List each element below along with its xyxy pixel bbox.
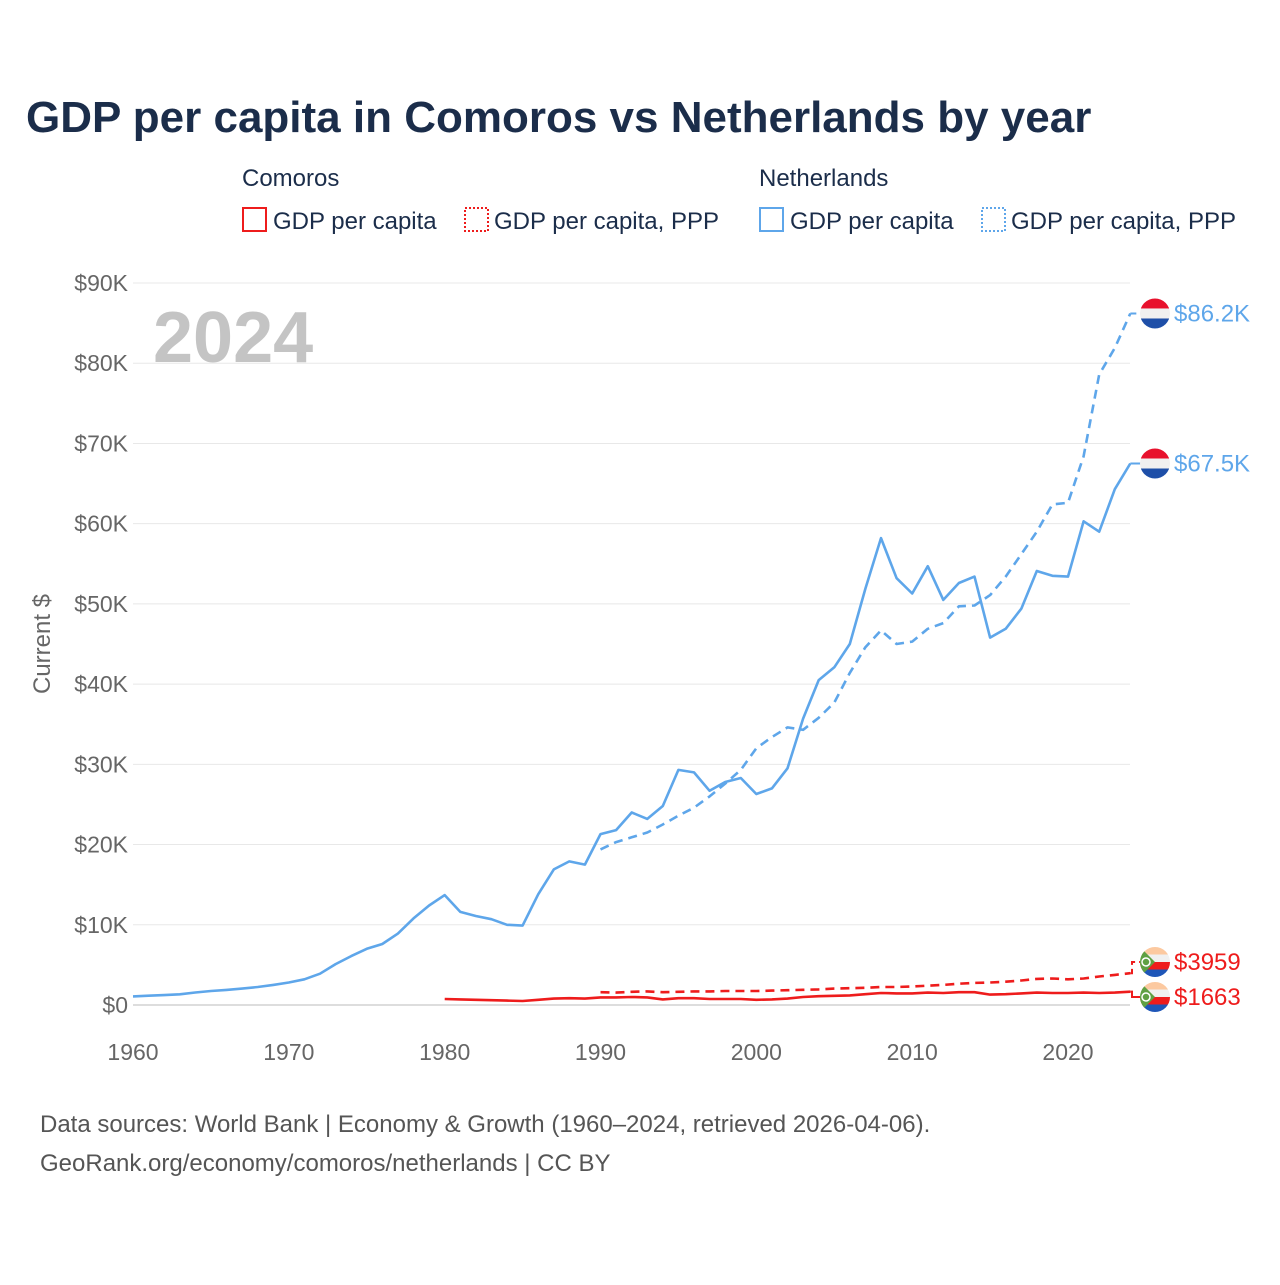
series-line-netherlands-gdp-per-capita-ppp xyxy=(599,312,1132,851)
x-axis: 1960 1970 1980 1990 2000 2010 2020 xyxy=(107,1039,1093,1065)
y-tick-label: $0 xyxy=(102,992,128,1018)
flag-crescent xyxy=(1141,957,1151,967)
y-tick-label: $90K xyxy=(74,270,128,296)
y-tick-label: $60K xyxy=(74,511,128,537)
y-tick-label: $30K xyxy=(74,751,128,777)
flag-stripe xyxy=(1140,997,1170,1005)
flag-stripe xyxy=(1140,1004,1170,1012)
flag-stripe xyxy=(1140,982,1170,990)
y-tick-label: $80K xyxy=(74,350,128,376)
legend-swatch-solid xyxy=(759,207,784,232)
legend-item[interactable]: GDP per capita, PPP xyxy=(494,208,719,235)
x-tick-label: 1960 xyxy=(107,1039,158,1065)
y-tick-label: $20K xyxy=(74,832,128,858)
end-value-label: $3959 xyxy=(1174,949,1241,976)
flag-stripe xyxy=(1140,318,1170,329)
y-tick-label: $50K xyxy=(74,591,128,617)
legend: Comoros GDP per capita GDP per capita, P… xyxy=(242,165,1236,235)
flag-triangle xyxy=(1140,982,1155,1012)
label-connector xyxy=(1130,990,1140,998)
end-labels: $67.5K $86.2K $1663 $3959 xyxy=(1130,298,1250,1012)
y-axis-label: Current $ xyxy=(29,594,56,694)
comoros-flag-icon xyxy=(1140,947,1170,977)
grid xyxy=(133,282,1130,1006)
x-tick-label: 1980 xyxy=(419,1039,470,1065)
x-tick-label: 1990 xyxy=(575,1039,626,1065)
legend-group-comoros: Comoros xyxy=(242,165,339,192)
source-note: Data sources: World Bank | Economy & Gro… xyxy=(40,1111,930,1138)
chart-title: GDP per capita in Comoros vs Netherlands… xyxy=(26,93,1091,142)
x-tick-label: 1970 xyxy=(263,1039,314,1065)
series-line-comoros-gdp-per-capita-ppp xyxy=(600,971,1131,994)
flag-stripe xyxy=(1140,448,1170,459)
flag-stripe xyxy=(1140,468,1170,479)
legend-group-netherlands: Netherlands xyxy=(759,165,888,192)
y-tick-label: $40K xyxy=(74,671,128,697)
series-lines xyxy=(132,312,1132,1003)
legend-item[interactable]: GDP per capita, PPP xyxy=(1011,208,1236,235)
flag-stripe xyxy=(1140,969,1170,977)
legend-swatch-solid xyxy=(242,207,267,232)
y-tick-label: $70K xyxy=(74,430,128,456)
flag-stripe xyxy=(1140,947,1170,955)
series-line-netherlands-gdp-per-capita xyxy=(132,462,1132,998)
x-tick-label: 2010 xyxy=(887,1039,938,1065)
flag-stripe xyxy=(1140,308,1170,319)
year-overlay: 2024 xyxy=(153,298,313,378)
label-connector xyxy=(1130,961,1140,975)
source-link[interactable]: GeoRank.org/economy/comoros/netherlands … xyxy=(40,1150,611,1177)
netherlands-flag-icon xyxy=(1140,448,1170,479)
netherlands-flag-icon xyxy=(1140,298,1170,329)
legend-item[interactable]: GDP per capita xyxy=(790,208,954,235)
end-value-label: $86.2K xyxy=(1174,300,1250,327)
comoros-flag-icon xyxy=(1140,982,1170,1012)
legend-swatch-dotted xyxy=(981,207,1006,232)
y-axis: $0 $10K $20K $30K $40K $50K $60K $70K $80K $90K xyxy=(74,270,128,1018)
flag-stripe xyxy=(1140,298,1170,309)
end-value-label: $1663 xyxy=(1174,984,1241,1011)
series-line-comoros-gdp-per-capita xyxy=(444,990,1131,1003)
flag-triangle xyxy=(1140,947,1155,977)
end-value-label: $67.5K xyxy=(1174,451,1250,478)
x-tick-label: 2020 xyxy=(1042,1039,1093,1065)
flag-stripe xyxy=(1140,989,1170,997)
y-tick-label: $10K xyxy=(74,912,128,938)
flag-stripe xyxy=(1140,954,1170,962)
legend-swatch-dotted xyxy=(464,207,489,232)
flag-crescent xyxy=(1141,992,1151,1002)
flag-stripe xyxy=(1140,458,1170,469)
flag-stripe xyxy=(1140,962,1170,970)
legend-item[interactable]: GDP per capita xyxy=(273,208,437,235)
x-tick-label: 2000 xyxy=(731,1039,782,1065)
